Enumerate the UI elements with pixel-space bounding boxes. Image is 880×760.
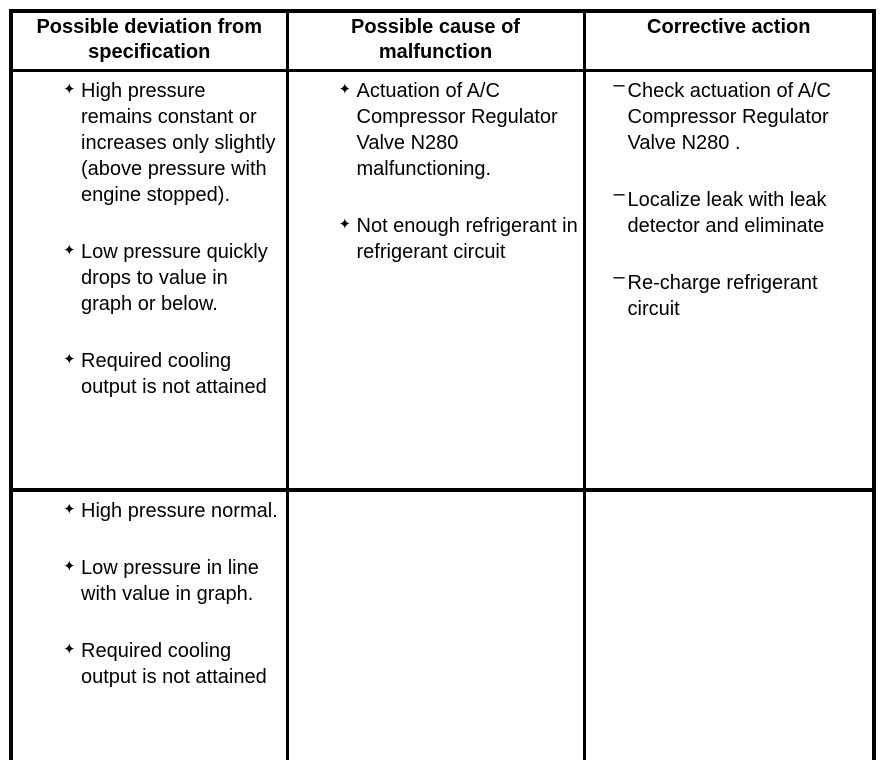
- bullet-text: High pressure remains constant or increa…: [81, 80, 276, 206]
- star-bullet-icon: ✦: [338, 216, 352, 233]
- star-bullet-icon: ✦: [63, 242, 76, 259]
- header-cause: Possible cause of malfunction: [285, 9, 586, 72]
- bullet-text: Low pressure quickly drops to value in g…: [81, 241, 268, 315]
- bullet-text: Not enough refrigerant in refrigerant ci…: [356, 215, 578, 263]
- cell-cause-row1: ✦ Actuation of A/C Compressor Regulator V…: [285, 69, 586, 492]
- header-deviation: Possible deviation from specification: [9, 9, 289, 72]
- bullet-item: ✦ High pressure remains constant or incre…: [63, 78, 282, 208]
- star-bullet-icon: ✦: [63, 641, 76, 658]
- bullet-text: Low pressure in line with value in graph…: [81, 557, 259, 605]
- bullet-text: High pressure normal.: [81, 500, 278, 522]
- bullet-item: – Re-charge refrigerant circuit: [614, 266, 869, 322]
- header-row: Possible deviation from specification Po…: [9, 9, 876, 72]
- cause-list: ✦ Actuation of A/C Compressor Regulator V…: [289, 78, 579, 265]
- deviation-list: ✦ High pressure normal. ✦ Low pressure in l…: [13, 498, 282, 690]
- bullet-text: Required cooling output is not attained: [81, 640, 267, 688]
- bullet-text: Actuation of A/C Compressor Regulator Va…: [356, 80, 558, 180]
- header-action: Corrective action: [582, 9, 876, 72]
- bullet-item: ✦ Low pressure quickly drops to value in …: [63, 239, 282, 317]
- action-list: – Check actuation of A/C Compressor Regul…: [586, 74, 869, 322]
- bullet-item: ✦ Required cooling output is not attained: [63, 348, 282, 400]
- dash-bullet-icon: –: [613, 74, 625, 96]
- bullet-text: Check actuation of A/C Compressor Regula…: [627, 80, 831, 154]
- star-bullet-icon: ✦: [63, 81, 76, 98]
- bullet-text: Required cooling output is not attained: [81, 350, 267, 398]
- cell-action-row2: [582, 488, 876, 760]
- cell-cause-row2: [285, 488, 586, 760]
- bullet-text: Re-charge refrigerant circuit: [627, 272, 818, 320]
- cell-action-row1: – Check actuation of A/C Compressor Regul…: [582, 69, 876, 492]
- table-row: ✦ High pressure normal. ✦ Low pressure in l…: [9, 488, 876, 760]
- bullet-item: ✦ Low pressure in line with value in grap…: [63, 555, 282, 607]
- star-bullet-icon: ✦: [63, 558, 76, 575]
- bullet-item: – Check actuation of A/C Compressor Regul…: [614, 74, 869, 156]
- bullet-text: Localize leak with leak detector and eli…: [627, 189, 827, 237]
- dash-bullet-icon: –: [613, 183, 625, 205]
- bullet-item: ✦ Required cooling output is not attained: [63, 638, 282, 690]
- table-row: ✦ High pressure remains constant or incre…: [9, 69, 876, 492]
- star-bullet-icon: ✦: [63, 351, 76, 368]
- bullet-item: ✦ Not enough refrigerant in refrigerant c…: [339, 213, 579, 265]
- star-bullet-icon: ✦: [63, 501, 76, 518]
- cell-deviation-row2: ✦ High pressure normal. ✦ Low pressure in l…: [9, 488, 289, 760]
- dash-bullet-icon: –: [613, 266, 625, 288]
- bullet-item: – Localize leak with leak detector and el…: [614, 183, 869, 239]
- diagnostic-table: Possible deviation from specification Po…: [9, 9, 876, 760]
- deviation-list: ✦ High pressure remains constant or incre…: [13, 78, 282, 400]
- bullet-item: ✦ Actuation of A/C Compressor Regulator V…: [339, 78, 579, 182]
- star-bullet-icon: ✦: [338, 81, 352, 98]
- bullet-item: ✦ High pressure normal.: [63, 498, 282, 524]
- cell-deviation-row1: ✦ High pressure remains constant or incre…: [9, 69, 289, 492]
